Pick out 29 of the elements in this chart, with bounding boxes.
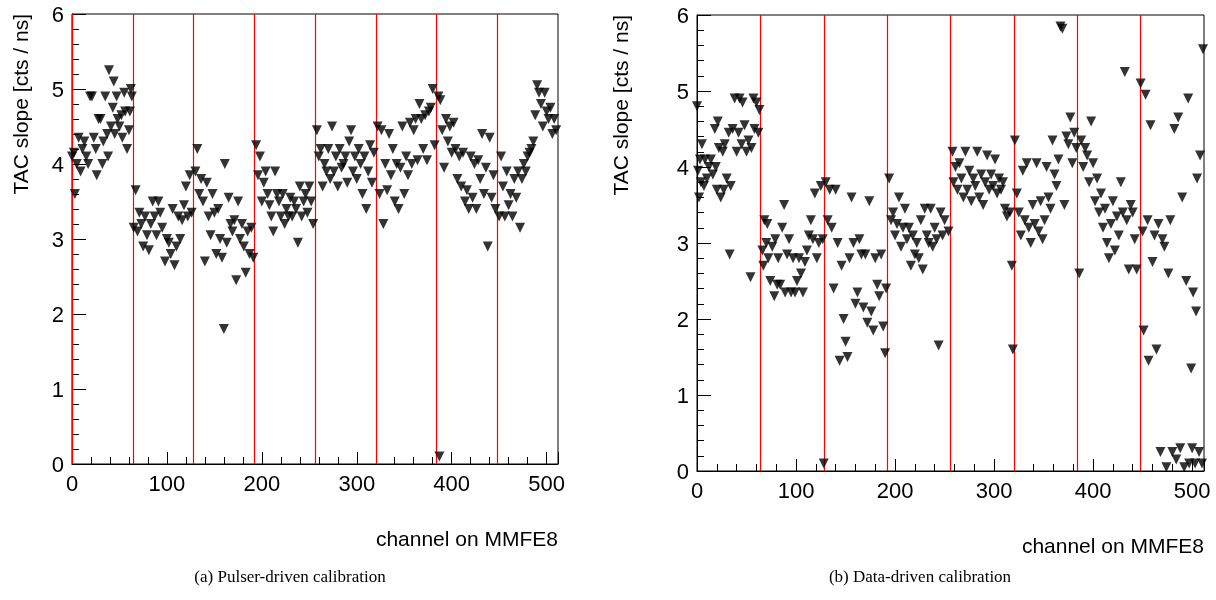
y-tick-label: 1 — [51, 376, 64, 402]
y-axis-title: TAC slope [cts / ns] — [9, 14, 32, 195]
x-axis-title: channel on MMFE8 — [1021, 534, 1204, 557]
y-tick-label: 5 — [676, 78, 689, 104]
x-tick-label: 100 — [777, 477, 815, 503]
y-tick-label: 6 — [676, 2, 689, 28]
y-tick-label: 4 — [51, 151, 64, 177]
text: (a) Pulser-driven calibration — [194, 567, 387, 586]
x-tick-label: 300 — [975, 477, 1013, 503]
y-tick-label: 5 — [51, 76, 64, 102]
y-tick-label: 2 — [676, 306, 689, 332]
x-tick-label: 500 — [528, 470, 565, 496]
y-tick-label: 6 — [51, 1, 64, 27]
x-axis-title: channel on MMFE8 — [375, 527, 558, 550]
y-tick-label: 1 — [676, 382, 689, 408]
text: (b) Data-driven calibration — [828, 567, 1012, 586]
x-tick-label: 200 — [876, 477, 914, 503]
y-tick-label: 4 — [676, 154, 689, 180]
y-tick-label: 3 — [51, 226, 64, 252]
x-tick-label: 400 — [1074, 477, 1112, 503]
y-tick-label: 0 — [51, 451, 64, 477]
x-tick-label: 100 — [148, 470, 186, 496]
y-tick-label: 3 — [676, 230, 689, 256]
x-tick-label: 200 — [243, 470, 281, 496]
x-tick-label: 500 — [1173, 477, 1211, 503]
x-tick-label: 400 — [433, 470, 471, 496]
y-axis-title: TAC slope [cts / ns] — [609, 15, 632, 196]
x-tick-label: 300 — [338, 470, 376, 496]
y-tick-label: 2 — [51, 301, 64, 327]
